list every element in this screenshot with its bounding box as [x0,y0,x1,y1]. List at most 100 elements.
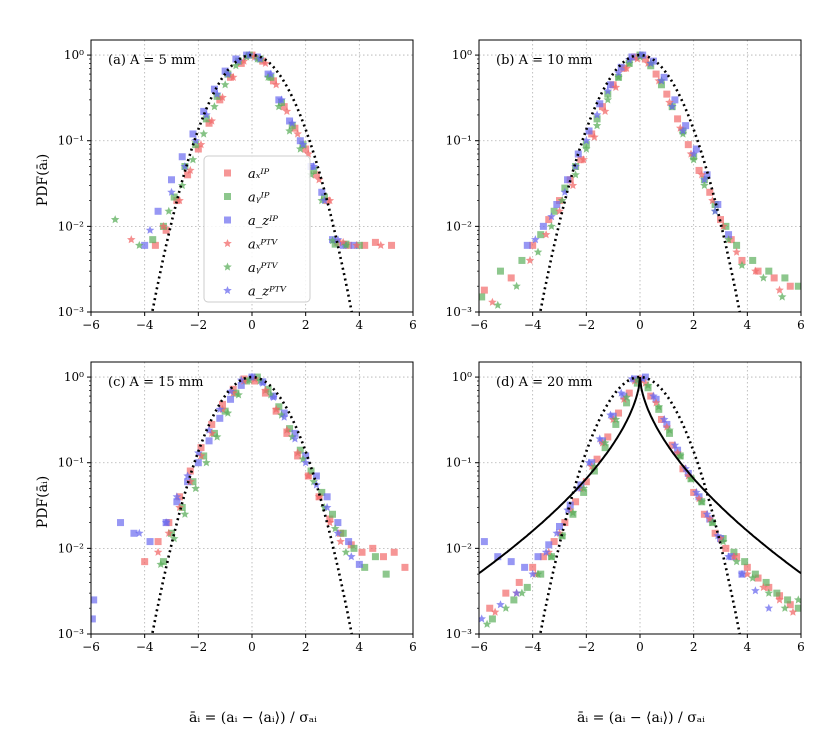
point-aᵧᴾᵀⱽ [202,458,211,467]
point-a_zᴾᵀⱽ [298,140,308,149]
point-a_zᴾᵀⱽ [606,410,615,419]
legend-marker [223,239,232,248]
point-a_zᴾᵀⱽ [646,58,655,67]
point-a_zᴾᵀⱽ [279,412,289,421]
point-aᵧᴾᵀⱽ [330,524,340,533]
y-tick-label: 10⁻² [446,219,473,233]
point-aᵧᴵᴾ [537,231,545,239]
point-aᵧᴵᴾ [523,583,531,591]
point-aᵧᴵᴾ [612,420,620,428]
point-aᵧᴵᴾ [168,529,175,537]
point-a_zᴾᵀⱽ [288,118,297,127]
point-a_zᴵᴾ [639,51,647,59]
point-aᵧᴾᵀⱽ [341,240,351,249]
point-aᵧᴵᴾ [149,236,157,244]
point-aₓᴾᵀⱽ [619,394,629,403]
y-tick-label: 10⁻¹ [446,456,472,470]
point-aₓᴵᴾ [312,171,320,179]
point-aₓᴵᴾ [743,563,751,571]
point-a_zᴾᵀⱽ [616,388,626,397]
point-aₓᴾᵀⱽ [633,54,642,63]
point-aₓᴾᵀⱽ [775,595,784,604]
panel-3: −6 −4 −2 0 2 4 6 10⁻³ 10⁻² 10⁻¹ 10⁰ (c) A = 15 mm [58,361,417,654]
point-aᵧᴵᴾ [371,553,379,561]
point-a_zᴾᵀⱽ [167,187,176,196]
point-a_zᴵᴾ [564,176,572,184]
point-aᵧᴵᴾ [657,81,665,89]
point-aₓᴵᴾ [733,553,741,561]
point-aᵧᴵᴾ [773,589,781,597]
point-a_zᴵᴾ [660,73,668,81]
point-a_zᴵᴾ [507,558,515,566]
x-tick-label: −6 [82,640,100,654]
point-aᵧᴾᵀⱽ [732,557,741,566]
point-aᵧᴵᴾ [510,596,518,604]
x-tick-label: −4 [524,318,542,332]
point-aᵧᴾᵀⱽ [708,518,717,527]
y-axis-label-bottom: PDF(āᵢ) [35,476,51,528]
x-tick-label: 4 [356,640,364,654]
legend-label: a_zᴵᴾ [248,214,278,229]
x-tick-label: 6 [409,318,417,332]
point-aᵧᴵᴾ [213,92,221,100]
point-a_zᴾᵀⱽ [215,404,225,413]
point-aᵧᴾᵀⱽ [220,80,230,89]
point-aᵧᴵᴾ [329,510,336,518]
point-aᵧᴾᵀⱽ [759,273,768,282]
point-aᵧᴾᵀⱽ [231,61,241,70]
point-aᵧᴾᵀⱽ [274,102,284,111]
point-a_zᴵᴾ [682,122,690,130]
x-tick-label: 0 [248,640,256,654]
y-tick-label: 10⁻² [446,541,473,555]
point-aᵧᴾᵀⱽ [110,215,120,224]
point-aₓᴾᵀⱽ [186,477,195,486]
point-aᵧᴵᴾ [496,267,504,275]
point-a_zᴵᴾ [545,541,553,549]
point-a_zᴵᴾ [307,163,315,171]
point-aᵧᴾᵀⱽ [242,52,251,61]
point-aᵧᴾᵀⱽ [571,170,580,179]
point-aₓᴾᵀⱽ [293,129,302,138]
point-aᵧᴾᵀⱽ [164,206,174,215]
legend-label: a_zᴾᵀⱽ [248,285,287,300]
point-a_zᴾᵀⱽ [678,126,688,135]
point-a_zᴾᵀⱽ [751,586,760,595]
point-aᵧᴾᵀⱽ [764,588,774,597]
point-a_zᴵᴾ [355,560,363,568]
point-aₓᴵᴾ [208,420,216,428]
point-aᵧᴵᴾ [601,444,609,452]
point-a_zᴾᵀⱽ [290,434,300,443]
point-aₓᴵᴾ [480,286,488,294]
point-a_zᴵᴾ [521,563,529,571]
point-aₓᴵᴾ [280,103,288,111]
point-a_zᴾᵀⱽ [635,50,645,59]
point-a_zᴵᴾ [232,55,240,63]
point-aᵧᴵᴾ [178,503,186,511]
gridlines [479,40,801,312]
gridlines [479,362,801,634]
point-a_zᴾᵀⱽ [223,69,233,78]
point-aₓᴵᴾ [162,226,170,234]
point-a_zᴾᵀⱽ [541,547,551,556]
point-a_zᴵᴾ [596,100,604,108]
point-aₓᴵᴾ [173,197,181,205]
point-aᵧᴾᵀⱽ [212,432,222,441]
point-aₓᴵᴾ [371,238,379,246]
point-a_zᴾᵀⱽ [237,375,246,384]
legend-label: aᵧᴾᵀⱽ [248,261,279,276]
point-aₓᴾᵀⱽ [314,492,324,501]
point-a_zᴾᵀⱽ [135,528,144,537]
x-tick-label: −6 [470,640,488,654]
point-a_zᴾᵀⱽ [737,569,747,578]
point-aₓᴾᵀⱽ [239,376,249,385]
point-aᵧᴵᴾ [633,379,641,387]
point-a_zᴵᴾ [302,452,310,460]
point-aₓᴵᴾ [261,389,269,397]
point-a_zᴵᴾ [178,153,186,161]
panel-title: (c) A = 15 mm [108,375,203,390]
point-a_zᴵᴾ [725,231,733,239]
point-aₓᴵᴾ [556,197,563,205]
point-aᵧᴾᵀⱽ [794,595,801,604]
point-aₓᴾᵀⱽ [775,285,784,294]
point-a_zᴵᴾ [539,222,547,230]
